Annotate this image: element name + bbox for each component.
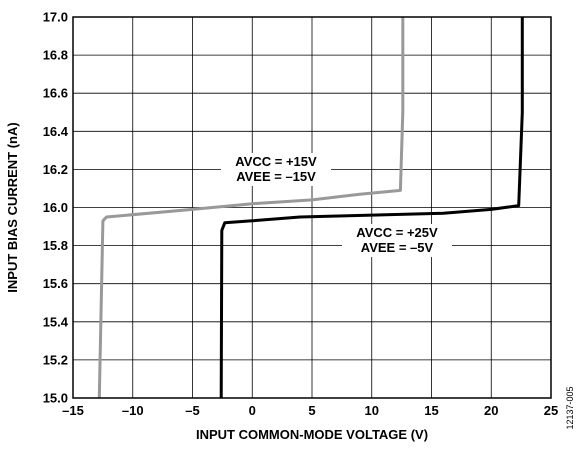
series-line-2	[219, 17, 524, 399]
x-tick-label: 20	[484, 403, 498, 418]
annotation-line: AVCC = +25V	[356, 225, 438, 240]
x-tick-label: 25	[544, 403, 558, 418]
y-tick-labels: 15.0 15.2 15.4 15.6 15.8 16.0 16.2 16.4 16.6 16.8…	[43, 10, 69, 406]
x-tick-label: 15	[424, 403, 438, 418]
y-tick-label: 17.0	[43, 10, 68, 25]
y-tick-label: 16.2	[43, 162, 68, 177]
y-tick-label: 15.2	[43, 352, 68, 367]
series-line-1	[97, 17, 405, 399]
annotation-line: AVCC = +15V	[235, 154, 317, 169]
y-tick-label: 15.8	[43, 238, 68, 253]
annotation-background	[342, 224, 452, 257]
x-tick-labels: –15 –10 –5 0 5 10 15 20 25	[62, 403, 558, 418]
x-tick-label: –10	[122, 403, 144, 418]
y-tick-label: 16.4	[43, 124, 69, 139]
y-tick-label: 16.8	[43, 48, 68, 63]
y-tick-label: 15.0	[43, 391, 68, 406]
x-tick-label: –15	[62, 403, 84, 418]
series-lines	[97, 17, 524, 399]
x-tick-label: 0	[249, 403, 256, 418]
x-tick-label: –5	[185, 403, 199, 418]
y-tick-label: 16.6	[43, 86, 68, 101]
annotation-line: AVEE = –15V	[236, 169, 316, 184]
x-tick-label: 10	[365, 403, 379, 418]
y-tick-label: 16.0	[43, 200, 68, 215]
y-tick-label: 15.6	[43, 276, 68, 291]
y-tick-label: 15.4	[43, 314, 69, 329]
annotation-background	[221, 153, 331, 186]
x-axis-title: INPUT COMMON-MODE VOLTAGE (V)	[196, 427, 428, 442]
gridlines	[72, 16, 552, 399]
y-axis-title: INPUT BIAS CURRENT (nA)	[5, 122, 20, 292]
x-tick-label: 5	[308, 403, 315, 418]
figure-id: 12137-005	[565, 386, 575, 429]
annotation-line: AVEE = –5V	[361, 240, 434, 255]
plot-frame	[72, 16, 552, 399]
